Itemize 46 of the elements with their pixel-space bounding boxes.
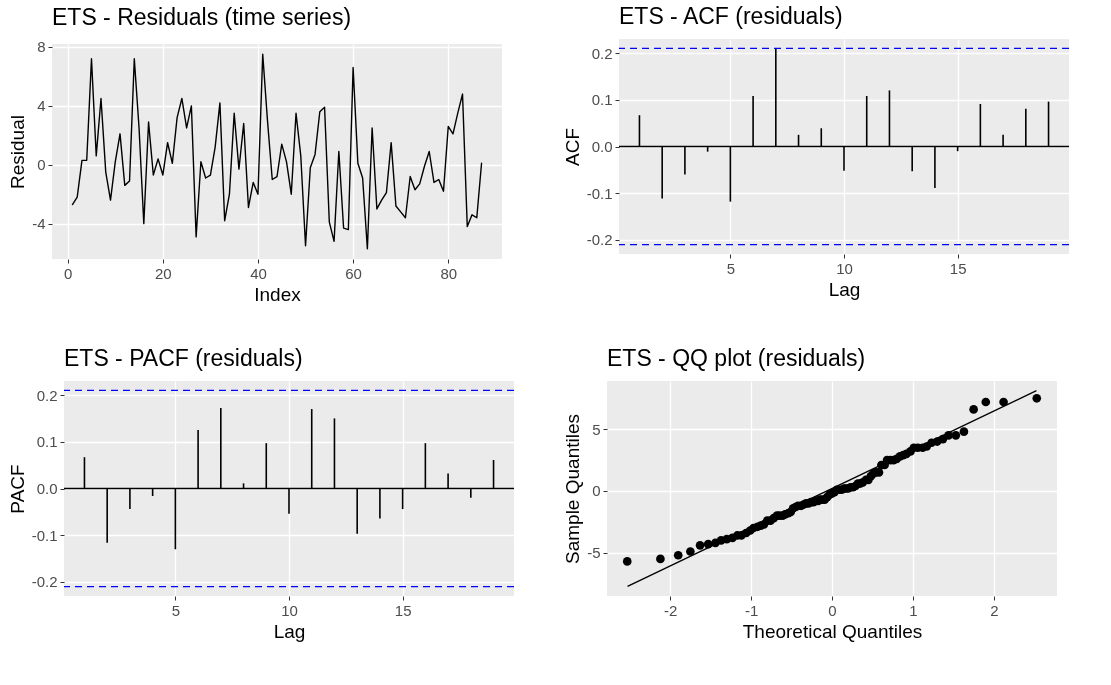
y-tick-label: 8 [37, 38, 46, 56]
x-axis-title: Lag [828, 278, 861, 300]
x-tick-label: 60 [345, 264, 362, 282]
y-tick-label: 0 [592, 482, 601, 500]
x-tick-label: -1 [744, 601, 759, 619]
x-tick-label: 40 [250, 264, 267, 282]
x-tick-label: 20 [154, 264, 172, 282]
x-tick-label: 5 [726, 259, 736, 277]
y-tick-label: 0 [37, 156, 46, 174]
x-axis-title: Index [254, 283, 302, 305]
y-tick-label: 5 [592, 420, 601, 438]
y-axis-title: Sample Quantiles [562, 414, 584, 564]
y-axis-title: ACF [561, 128, 583, 166]
x-tick-label: 10 [836, 259, 853, 277]
chart-title: ETS - ACF (residuals) [619, 3, 843, 29]
x-tick-label: 10 [281, 601, 298, 619]
x-tick-label: 80 [440, 264, 458, 282]
x-tick-label: 2 [990, 601, 999, 619]
x-tick-label: 1 [909, 601, 918, 619]
y-tick-label: -4 [32, 215, 46, 233]
y-tick-label: -0.1 [31, 526, 58, 544]
x-tick-label: 0 [828, 601, 837, 619]
y-tick-label: -0.2 [31, 573, 58, 591]
y-tick-label: 0.2 [36, 386, 58, 404]
chart-title: ETS - PACF (residuals) [64, 345, 303, 371]
y-tick-label: 4 [37, 97, 46, 115]
x-axis-title: Theoretical Quantiles [742, 620, 923, 642]
x-tick-label: 5 [171, 601, 181, 619]
y-tick-label: -0.1 [586, 184, 613, 202]
x-tick-label: 15 [394, 601, 412, 619]
chart-title: ETS - QQ plot (residuals) [607, 345, 866, 371]
y-axis-title: PACF [6, 464, 28, 514]
y-tick-label: -5 [587, 544, 601, 562]
chart-title: ETS - Residuals (time series) [52, 3, 352, 30]
x-tick-label: 0 [64, 264, 73, 282]
x-axis-title: Lag [273, 620, 306, 642]
y-tick-label: -0.2 [586, 231, 613, 249]
y-tick-label: 0.0 [591, 138, 613, 155]
y-tick-label: 0.1 [591, 91, 613, 109]
y-tick-label: 0.2 [591, 44, 613, 62]
x-tick-label: 15 [949, 259, 967, 277]
line-series [71, 53, 483, 250]
y-tick-label: 0.0 [36, 480, 58, 497]
y-axis-title: Residual [7, 115, 29, 189]
y-tick-label: 0.1 [36, 433, 58, 451]
x-tick-label: -2 [663, 601, 678, 619]
